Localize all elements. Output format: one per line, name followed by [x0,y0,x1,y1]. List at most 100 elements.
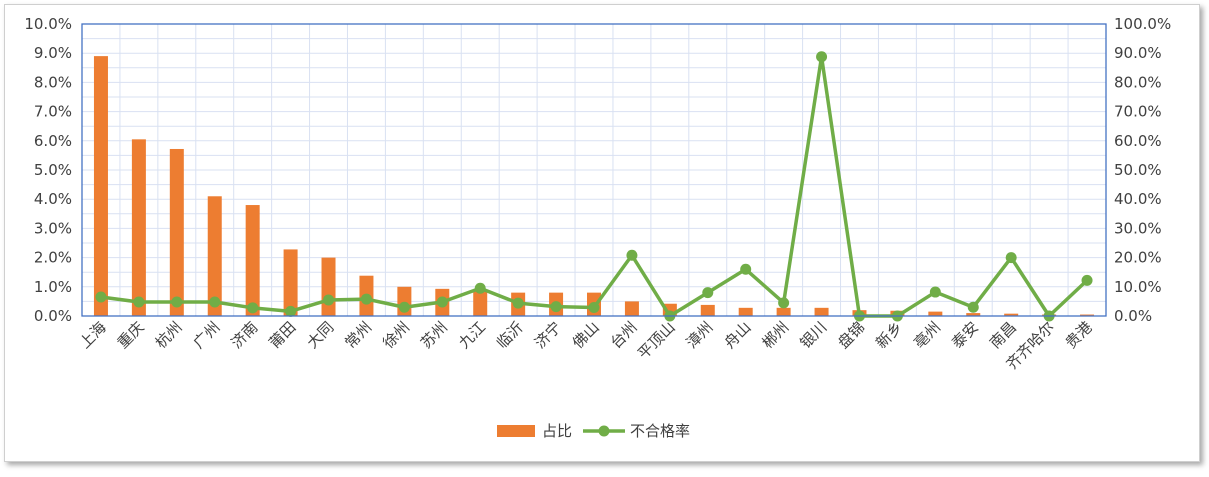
bar-南昌 [1004,313,1019,316]
right-tick-label: 0.0% [1114,307,1152,325]
bar-漳州 [700,304,715,316]
left-tick-label: 5.0% [34,161,72,179]
point-大同 [323,294,335,306]
bar-郴州 [776,307,791,316]
bar-莆田 [283,249,298,316]
right-tick-label: 70.0% [1114,103,1162,121]
category-label-台州: 台州 [607,318,641,352]
right-tick-label: 80.0% [1114,73,1162,91]
point-上海 [95,291,107,303]
category-label-盘锦: 盘锦 [834,318,868,352]
category-label-舟山: 舟山 [721,318,755,352]
bar-台州 [624,301,639,316]
point-广州 [209,296,221,308]
plot-area-border [81,23,1107,317]
left-tick-label: 10.0% [24,15,72,33]
point-舟山 [740,263,752,275]
category-label-泰安: 泰安 [948,318,982,352]
bar-泰安 [966,313,981,316]
category-label-重庆: 重庆 [114,318,148,352]
category-label-徐州: 徐州 [379,318,413,352]
right-tick-label: 10.0% [1114,278,1162,296]
right-axis-labels: 0.0% 10.0% 20.0% 30.0% 40.0% 50.0% 60.0% 70.0% 8… [1114,15,1171,325]
point-杭州 [171,296,183,308]
category-label-济南: 济南 [228,318,262,352]
category-label-银川: 银川 [796,318,830,352]
point-银川 [816,51,828,63]
category-label-临沂: 临沂 [493,318,527,352]
bar-重庆 [131,139,146,316]
left-tick-label: 4.0% [34,190,72,208]
bar-济南 [245,205,260,316]
left-tick-label: 9.0% [34,44,72,62]
point-贵港 [1081,274,1093,286]
left-tick-label: 2.0% [34,249,72,267]
bar-广州 [207,196,222,316]
point-泰安 [967,301,979,313]
legend: 占比 不合格率 [497,422,690,440]
point-济南 [247,302,259,314]
category-labels: 上海 重庆 杭州 广州 济南 莆田 大同 常州 徐州 苏州 九江 临沂 济宁 佛山 台州平顶山 漳州 舟山 郴州银… [76,318,1096,373]
category-label-佛山: 佛山 [569,318,603,352]
category-label-贵港: 贵港 [1062,318,1096,352]
grid-lines [81,23,1107,317]
category-label-亳州: 亳州 [910,318,944,352]
category-label-平顶山: 平顶山 [634,318,679,363]
right-tick-label: 50.0% [1114,161,1162,179]
category-label-九江: 九江 [455,318,489,352]
bar-舟山 [738,307,753,316]
point-徐州 [398,301,410,313]
right-tick-label: 90.0% [1114,44,1162,62]
category-label-南昌: 南昌 [986,318,1020,352]
left-tick-label: 8.0% [34,73,72,91]
category-label-新乡: 新乡 [872,318,906,352]
point-济宁 [550,301,562,313]
bar-银川 [814,307,829,316]
point-漳州 [702,287,714,299]
legend-label-line: 不合格率 [630,422,690,440]
plot-border [81,23,1107,317]
bar-贵港 [1080,314,1095,316]
category-label-杭州: 杭州 [152,318,186,352]
bar-杭州 [169,148,184,316]
point-郴州 [778,297,790,309]
point-重庆 [133,296,145,308]
bar-series [93,56,1095,317]
category-label-漳州: 漳州 [683,318,717,352]
category-label-大同: 大同 [303,318,337,352]
chart-frame [4,4,1200,462]
right-tick-label: 30.0% [1114,219,1162,237]
point-苏州 [436,296,448,308]
category-label-苏州: 苏州 [417,318,451,352]
legend-line-marker [598,425,610,437]
bar-九江 [473,291,488,316]
category-label-上海: 上海 [76,318,110,352]
left-tick-label: 7.0% [34,103,72,121]
point-九江 [474,282,486,294]
point-亳州 [929,286,941,298]
right-tick-label: 60.0% [1114,132,1162,150]
category-label-济宁: 济宁 [531,318,565,352]
right-tick-label: 40.0% [1114,190,1162,208]
bar-大同 [321,257,336,316]
legend-bar-swatch [497,425,535,437]
point-佛山 [588,302,600,314]
legend-label-bar: 占比 [542,422,572,440]
category-label-莆田: 莆田 [265,318,299,352]
bar-亳州 [928,311,943,316]
left-tick-label: 1.0% [34,278,72,296]
point-临沂 [512,297,524,309]
category-label-常州: 常州 [341,318,375,352]
right-tick-label: 20.0% [1114,249,1162,267]
left-tick-label: 3.0% [34,219,72,237]
line-series [95,51,1093,322]
right-tick-label: 100.0% [1114,15,1171,33]
category-label-郴州: 郴州 [759,318,793,352]
point-南昌 [1005,252,1017,264]
point-台州 [626,249,638,261]
point-莆田 [285,305,297,317]
left-tick-label: 6.0% [34,132,72,150]
left-axis-labels: 0.0% 1.0% 2.0% 3.0% 4.0% 5.0% 6.0% 7.0% 8.0% 9.0%… [24,15,72,325]
point-常州 [360,293,372,305]
